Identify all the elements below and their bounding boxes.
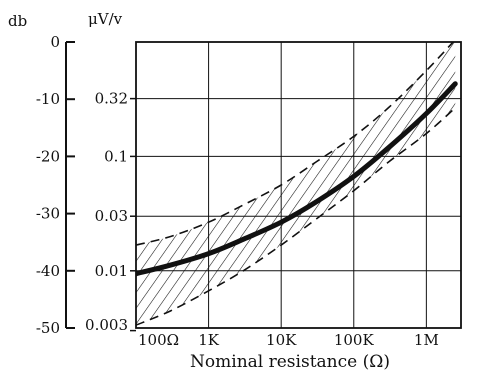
x-tick-label: 100Ω	[138, 331, 179, 349]
x-tick-label: 100K	[334, 331, 375, 349]
x-tick-label: 1K	[198, 331, 220, 349]
right-uvv-axis: μV/v 0.32 0.1 0.03 0.01 0.003	[85, 10, 136, 334]
right-tick-label: 0.1	[104, 147, 128, 165]
right-axis-unit-label: μV/v	[88, 10, 123, 28]
left-axis-unit-label: db	[8, 12, 27, 30]
left-tick-label: -20	[36, 147, 60, 165]
tolerance-band	[136, 42, 456, 326]
left-tick-label: -10	[36, 90, 60, 108]
right-axis-ticks: 0.32 0.1 0.03 0.01 0.003	[85, 90, 136, 334]
plot-frame	[135, 41, 462, 329]
x-axis-title: Nominal resistance (Ω)	[190, 352, 390, 372]
x-tick-label: 1M	[414, 331, 439, 349]
left-db-axis: db 0 -10 -20 -30 -40 -50	[8, 12, 75, 337]
x-tick-label: 10K	[266, 331, 297, 349]
left-tick-label: -50	[36, 319, 60, 337]
left-axis-ticks: 0 -10 -20 -30 -40 -50	[36, 33, 75, 337]
left-tick-label: -30	[36, 205, 60, 223]
left-tick-label: 0	[50, 33, 60, 51]
left-tick-label: -40	[36, 262, 60, 280]
right-tick-label: 0.01	[95, 262, 128, 280]
upper-bound-line	[136, 42, 455, 246]
lower-bound-line	[136, 107, 456, 326]
typical-noise-curve	[136, 81, 458, 277]
right-tick-label: 0.003	[85, 316, 128, 334]
right-tick-label: 0.03	[95, 207, 128, 225]
plot-area	[135, 41, 462, 329]
right-tick-label: 0.32	[95, 90, 128, 108]
x-axis-ticks: 100Ω 1K 10K 100K 1M	[138, 331, 439, 349]
